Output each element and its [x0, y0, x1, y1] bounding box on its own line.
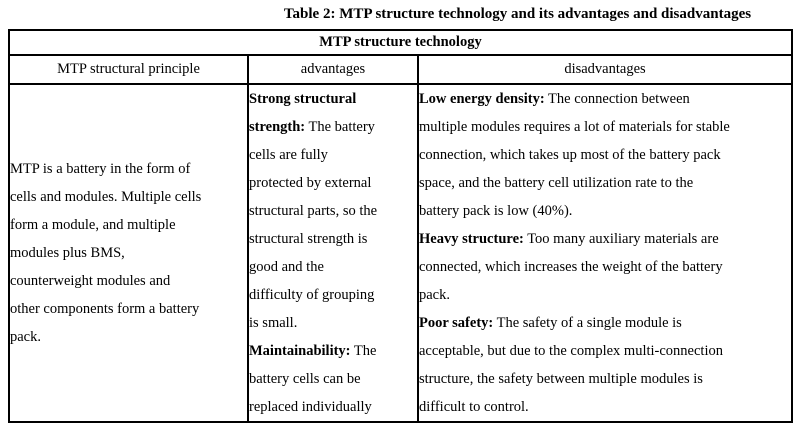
text-line: Heavy structure: Too many auxiliary mate… [419, 231, 719, 247]
column-header-disadvantages: disadvantages [417, 54, 793, 85]
text-line: Maintainability: The [249, 343, 377, 359]
mtp-structure-table: MTP structure technology MTP structural … [8, 29, 793, 423]
text-line: other components form a battery [10, 301, 200, 317]
table-body-row: MTP is a battery in the form of cells and… [8, 83, 793, 423]
document-page: Table 2: MTP structure technology and it… [0, 4, 805, 441]
table-title-row: MTP structure technology [8, 29, 793, 56]
text-line: Strong structural [249, 91, 357, 107]
text-line: connection, which takes up most of the b… [419, 147, 721, 163]
text-line: form a module, and multiple [10, 217, 176, 233]
text-line: acceptable, but due to the complex multi… [419, 343, 723, 359]
text-line: is small. [249, 315, 298, 331]
text-line: strength: The battery [249, 119, 375, 135]
column-header-advantages: advantages [247, 54, 419, 85]
text-line: structural strength is [249, 231, 368, 247]
text-line: cells are fully [249, 147, 328, 163]
cell-advantages: Strong structural strength: The battery ce… [247, 83, 419, 423]
text-line: difficulty of grouping [249, 287, 375, 303]
text-line: structure, the safety between multiple m… [419, 371, 703, 387]
text-line: MTP is a battery in the form of [10, 161, 191, 177]
cell-principle: MTP is a battery in the form of cells and… [8, 83, 249, 423]
cell-disadvantages: Low energy density: The connection betwe… [417, 83, 793, 423]
text-line: battery cells can be [249, 371, 361, 387]
text-line: replaced individually [249, 399, 372, 415]
text-line: good and the [249, 259, 324, 275]
text-line: counterweight modules and [10, 273, 171, 289]
text-line: battery pack is low (40%). [419, 203, 573, 219]
text-line: structural parts, so the [249, 203, 378, 219]
text-line: space, and the battery cell utilization … [419, 175, 694, 191]
text-line: difficult to control. [419, 399, 529, 415]
text-line: pack. [419, 287, 450, 303]
text-line: Low energy density: The connection betwe… [419, 91, 690, 107]
text-line: pack. [10, 329, 41, 345]
table-caption: Table 2: MTP structure technology and it… [283, 6, 752, 22]
text-line: protected by external [249, 175, 372, 191]
text-line: Poor safety: The safety of a single modu… [419, 315, 682, 331]
table-title-cell: MTP structure technology [8, 29, 793, 56]
text-line: multiple modules requires a lot of mater… [419, 119, 730, 135]
column-header-principle: MTP structural principle [8, 54, 249, 85]
text-line: connected, which increases the weight of… [419, 259, 723, 275]
text-line: cells and modules. Multiple cells [10, 189, 202, 205]
column-header-row: MTP structural principle advantages disa… [8, 54, 793, 85]
text-line: modules plus BMS, [10, 245, 125, 261]
